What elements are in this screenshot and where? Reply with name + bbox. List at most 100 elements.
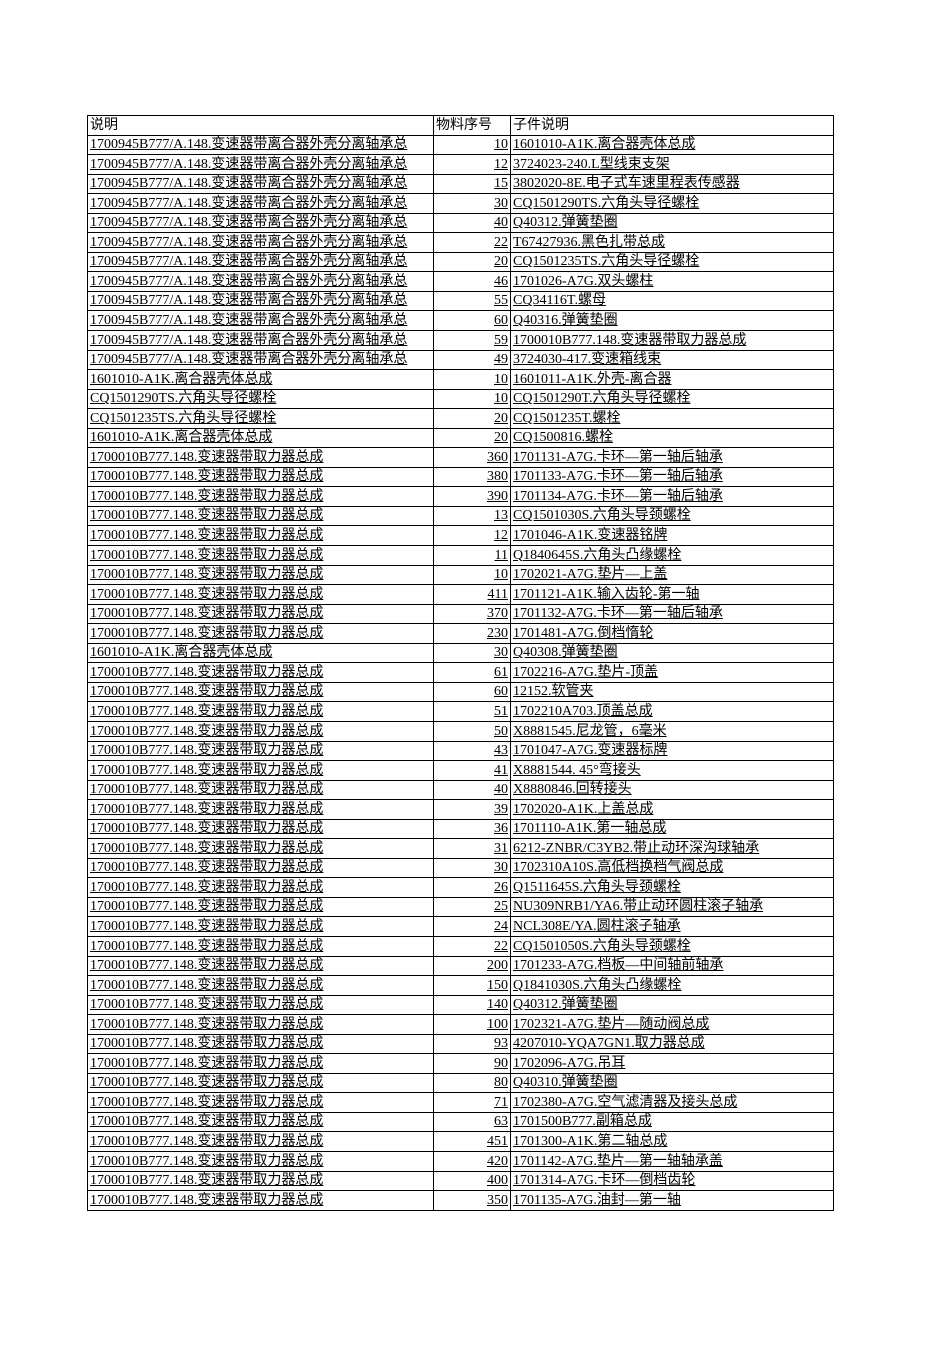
- cell-seq[interactable]: 370: [433, 603, 511, 625]
- cell-description[interactable]: 1700945B777/A.148.变速器带离合器外壳分离轴承总: [87, 232, 434, 253]
- cell-description[interactable]: 1700010B777.148.变速器带取力器总成: [87, 1131, 434, 1152]
- cell-seq[interactable]: 30: [433, 642, 511, 664]
- cell-description[interactable]: 1700010B777.148.变速器带取力器总成: [87, 1150, 434, 1172]
- cell-child-description[interactable]: 1701026-A7G.双头螺柱: [510, 271, 834, 292]
- cell-description[interactable]: 1700010B777.148.变速器带取力器总成: [87, 760, 434, 781]
- cell-child-description[interactable]: 1702020-A1K.上盖总成: [510, 799, 834, 820]
- cell-seq[interactable]: 46: [433, 271, 511, 292]
- cell-seq[interactable]: 230: [433, 623, 511, 644]
- cell-description[interactable]: 1700010B777.148.变速器带取力器总成: [87, 1033, 434, 1055]
- cell-description[interactable]: 1700010B777.148.变速器带取力器总成: [87, 720, 434, 742]
- cell-seq[interactable]: 22: [433, 935, 511, 957]
- cell-child-description[interactable]: 12152.软管夹: [510, 681, 834, 703]
- cell-child-description[interactable]: 3802020-8E.电子式车速里程表传感器: [510, 173, 834, 195]
- cell-child-description[interactable]: 1701121-A1K.输入齿轮-第一轴: [510, 584, 834, 605]
- cell-child-description[interactable]: 1701500B777.副箱总成: [510, 1111, 834, 1133]
- cell-description[interactable]: CQ1501235TS.六角头导径螺栓: [87, 408, 434, 429]
- cell-seq[interactable]: 200: [433, 955, 511, 977]
- cell-child-description[interactable]: Q40308.弹簧垫圈: [510, 642, 834, 664]
- cell-seq[interactable]: 12: [433, 154, 511, 175]
- cell-description[interactable]: 1700010B777.148.变速器带取力器总成: [87, 447, 434, 468]
- header-child-description[interactable]: 子件说明: [510, 115, 834, 136]
- cell-child-description[interactable]: Q40312.弹簧垫圈: [510, 212, 834, 234]
- cell-seq[interactable]: 15: [433, 173, 511, 195]
- cell-child-description[interactable]: X8880846.回转接头: [510, 779, 834, 801]
- cell-seq[interactable]: 71: [433, 1092, 511, 1113]
- cell-description[interactable]: 1700010B777.148.变速器带取力器总成: [87, 545, 434, 566]
- cell-seq[interactable]: 63: [433, 1111, 511, 1133]
- cell-description[interactable]: 1700010B777.148.变速器带取力器总成: [87, 857, 434, 879]
- cell-description[interactable]: 1700945B777/A.148.变速器带离合器外壳分离轴承总: [87, 310, 434, 332]
- cell-description[interactable]: 1700010B777.148.变速器带取力器总成: [87, 955, 434, 977]
- cell-description[interactable]: 1700945B777/A.148.变速器带离合器外壳分离轴承总: [87, 349, 434, 371]
- cell-description[interactable]: 1700010B777.148.变速器带取力器总成: [87, 935, 434, 957]
- cell-description[interactable]: 1700010B777.148.变速器带取力器总成: [87, 466, 434, 488]
- cell-child-description[interactable]: Q1841030S.六角头凸缘螺栓: [510, 975, 834, 996]
- cell-seq[interactable]: 31: [433, 838, 511, 859]
- cell-child-description[interactable]: T67427936.黑色扎带总成: [510, 232, 834, 253]
- cell-seq[interactable]: 50: [433, 720, 511, 742]
- cell-child-description[interactable]: 1702096-A7G.吊耳: [510, 1053, 834, 1074]
- cell-description[interactable]: 1700010B777.148.变速器带取力器总成: [87, 662, 434, 683]
- cell-description[interactable]: CQ1501290TS.六角头导径螺栓: [87, 388, 434, 410]
- cell-description[interactable]: 1700945B777/A.148.变速器带离合器外壳分离轴承总: [87, 193, 434, 214]
- cell-seq[interactable]: 20: [433, 408, 511, 429]
- cell-description[interactable]: 1700010B777.148.变速器带取力器总成: [87, 1014, 434, 1035]
- cell-child-description[interactable]: 3724030-417.变速箱线束: [510, 349, 834, 371]
- cell-child-description[interactable]: 3724023-240.L型线束支架: [510, 154, 834, 175]
- cell-description[interactable]: 1700010B777.148.变速器带取力器总成: [87, 486, 434, 507]
- cell-child-description[interactable]: CQ1501235T.螺栓: [510, 408, 834, 429]
- cell-description[interactable]: 1700010B777.148.变速器带取力器总成: [87, 896, 434, 918]
- cell-description[interactable]: 1700945B777/A.148.变速器带离合器外壳分离轴承总: [87, 212, 434, 234]
- cell-child-description[interactable]: 1702210A703.顶盖总成: [510, 701, 834, 722]
- cell-seq[interactable]: 10: [433, 134, 511, 156]
- cell-description[interactable]: 1700945B777/A.148.变速器带离合器外壳分离轴承总: [87, 154, 434, 175]
- cell-description[interactable]: 1700010B777.148.变速器带取力器总成: [87, 1190, 434, 1211]
- cell-seq[interactable]: 451: [433, 1131, 511, 1152]
- cell-description[interactable]: 1700010B777.148.变速器带取力器总成: [87, 877, 434, 898]
- cell-description[interactable]: 1700010B777.148.变速器带取力器总成: [87, 603, 434, 625]
- cell-seq[interactable]: 20: [433, 427, 511, 449]
- cell-child-description[interactable]: 1701131-A7G.卡环—第一轴后轴承: [510, 447, 834, 468]
- cell-seq[interactable]: 30: [433, 857, 511, 879]
- cell-seq[interactable]: 90: [433, 1053, 511, 1074]
- cell-seq[interactable]: 150: [433, 975, 511, 996]
- cell-description[interactable]: 1700010B777.148.变速器带取力器总成: [87, 799, 434, 820]
- cell-child-description[interactable]: 1702321-A7G.垫片—随动阀总成: [510, 1014, 834, 1035]
- cell-seq[interactable]: 26: [433, 877, 511, 898]
- cell-description[interactable]: 1700010B777.148.变速器带取力器总成: [87, 1053, 434, 1074]
- cell-child-description[interactable]: 1701046-A1K.变速器铭牌: [510, 525, 834, 547]
- cell-child-description[interactable]: CQ1501050S.六角头导颈螺栓: [510, 935, 834, 957]
- cell-seq[interactable]: 93: [433, 1033, 511, 1055]
- cell-seq[interactable]: 51: [433, 701, 511, 722]
- cell-child-description[interactable]: Q1511645S.六角头导颈螺栓: [510, 877, 834, 898]
- cell-seq[interactable]: 59: [433, 330, 511, 351]
- cell-seq[interactable]: 61: [433, 662, 511, 683]
- cell-seq[interactable]: 49: [433, 349, 511, 371]
- cell-seq[interactable]: 13: [433, 505, 511, 527]
- cell-seq[interactable]: 39: [433, 799, 511, 820]
- cell-child-description[interactable]: 1701135-A7G.油封—第一轴: [510, 1190, 834, 1211]
- cell-child-description[interactable]: X8881545.尼龙管，6毫米: [510, 720, 834, 742]
- cell-child-description[interactable]: 1701300-A1K.第二轴总成: [510, 1131, 834, 1152]
- cell-description[interactable]: 1700010B777.148.变速器带取力器总成: [87, 505, 434, 527]
- cell-seq[interactable]: 411: [433, 584, 511, 605]
- cell-child-description[interactable]: 1601011-A1K.外壳-离合器: [510, 369, 834, 390]
- cell-description[interactable]: 1700010B777.148.变速器带取力器总成: [87, 701, 434, 722]
- cell-seq[interactable]: 36: [433, 818, 511, 840]
- cell-child-description[interactable]: 1702380-A7G.空气滤清器及接头总成: [510, 1092, 834, 1113]
- cell-description[interactable]: 1601010-A1K.离合器壳体总成: [87, 642, 434, 664]
- cell-child-description[interactable]: 1601010-A1K.离合器壳体总成: [510, 134, 834, 156]
- cell-child-description[interactable]: 1701110-A1K.第一轴总成: [510, 818, 834, 840]
- cell-description[interactable]: 1700945B777/A.148.变速器带离合器外壳分离轴承总: [87, 251, 434, 273]
- cell-description[interactable]: 1700010B777.148.变速器带取力器总成: [87, 838, 434, 859]
- cell-seq[interactable]: 30: [433, 193, 511, 214]
- cell-description[interactable]: 1700010B777.148.变速器带取力器总成: [87, 623, 434, 644]
- cell-description[interactable]: 1700945B777/A.148.变速器带离合器外壳分离轴承总: [87, 173, 434, 195]
- cell-description[interactable]: 1700010B777.148.变速器带取力器总成: [87, 994, 434, 1016]
- cell-seq[interactable]: 10: [433, 388, 511, 410]
- cell-child-description[interactable]: 1701481-A7G.倒档惰轮: [510, 623, 834, 644]
- cell-child-description[interactable]: 6212-ZNBR/C3YB2.带止动环深沟球轴承: [510, 838, 834, 859]
- cell-seq[interactable]: 140: [433, 994, 511, 1016]
- cell-child-description[interactable]: CQ34116T.螺母: [510, 290, 834, 312]
